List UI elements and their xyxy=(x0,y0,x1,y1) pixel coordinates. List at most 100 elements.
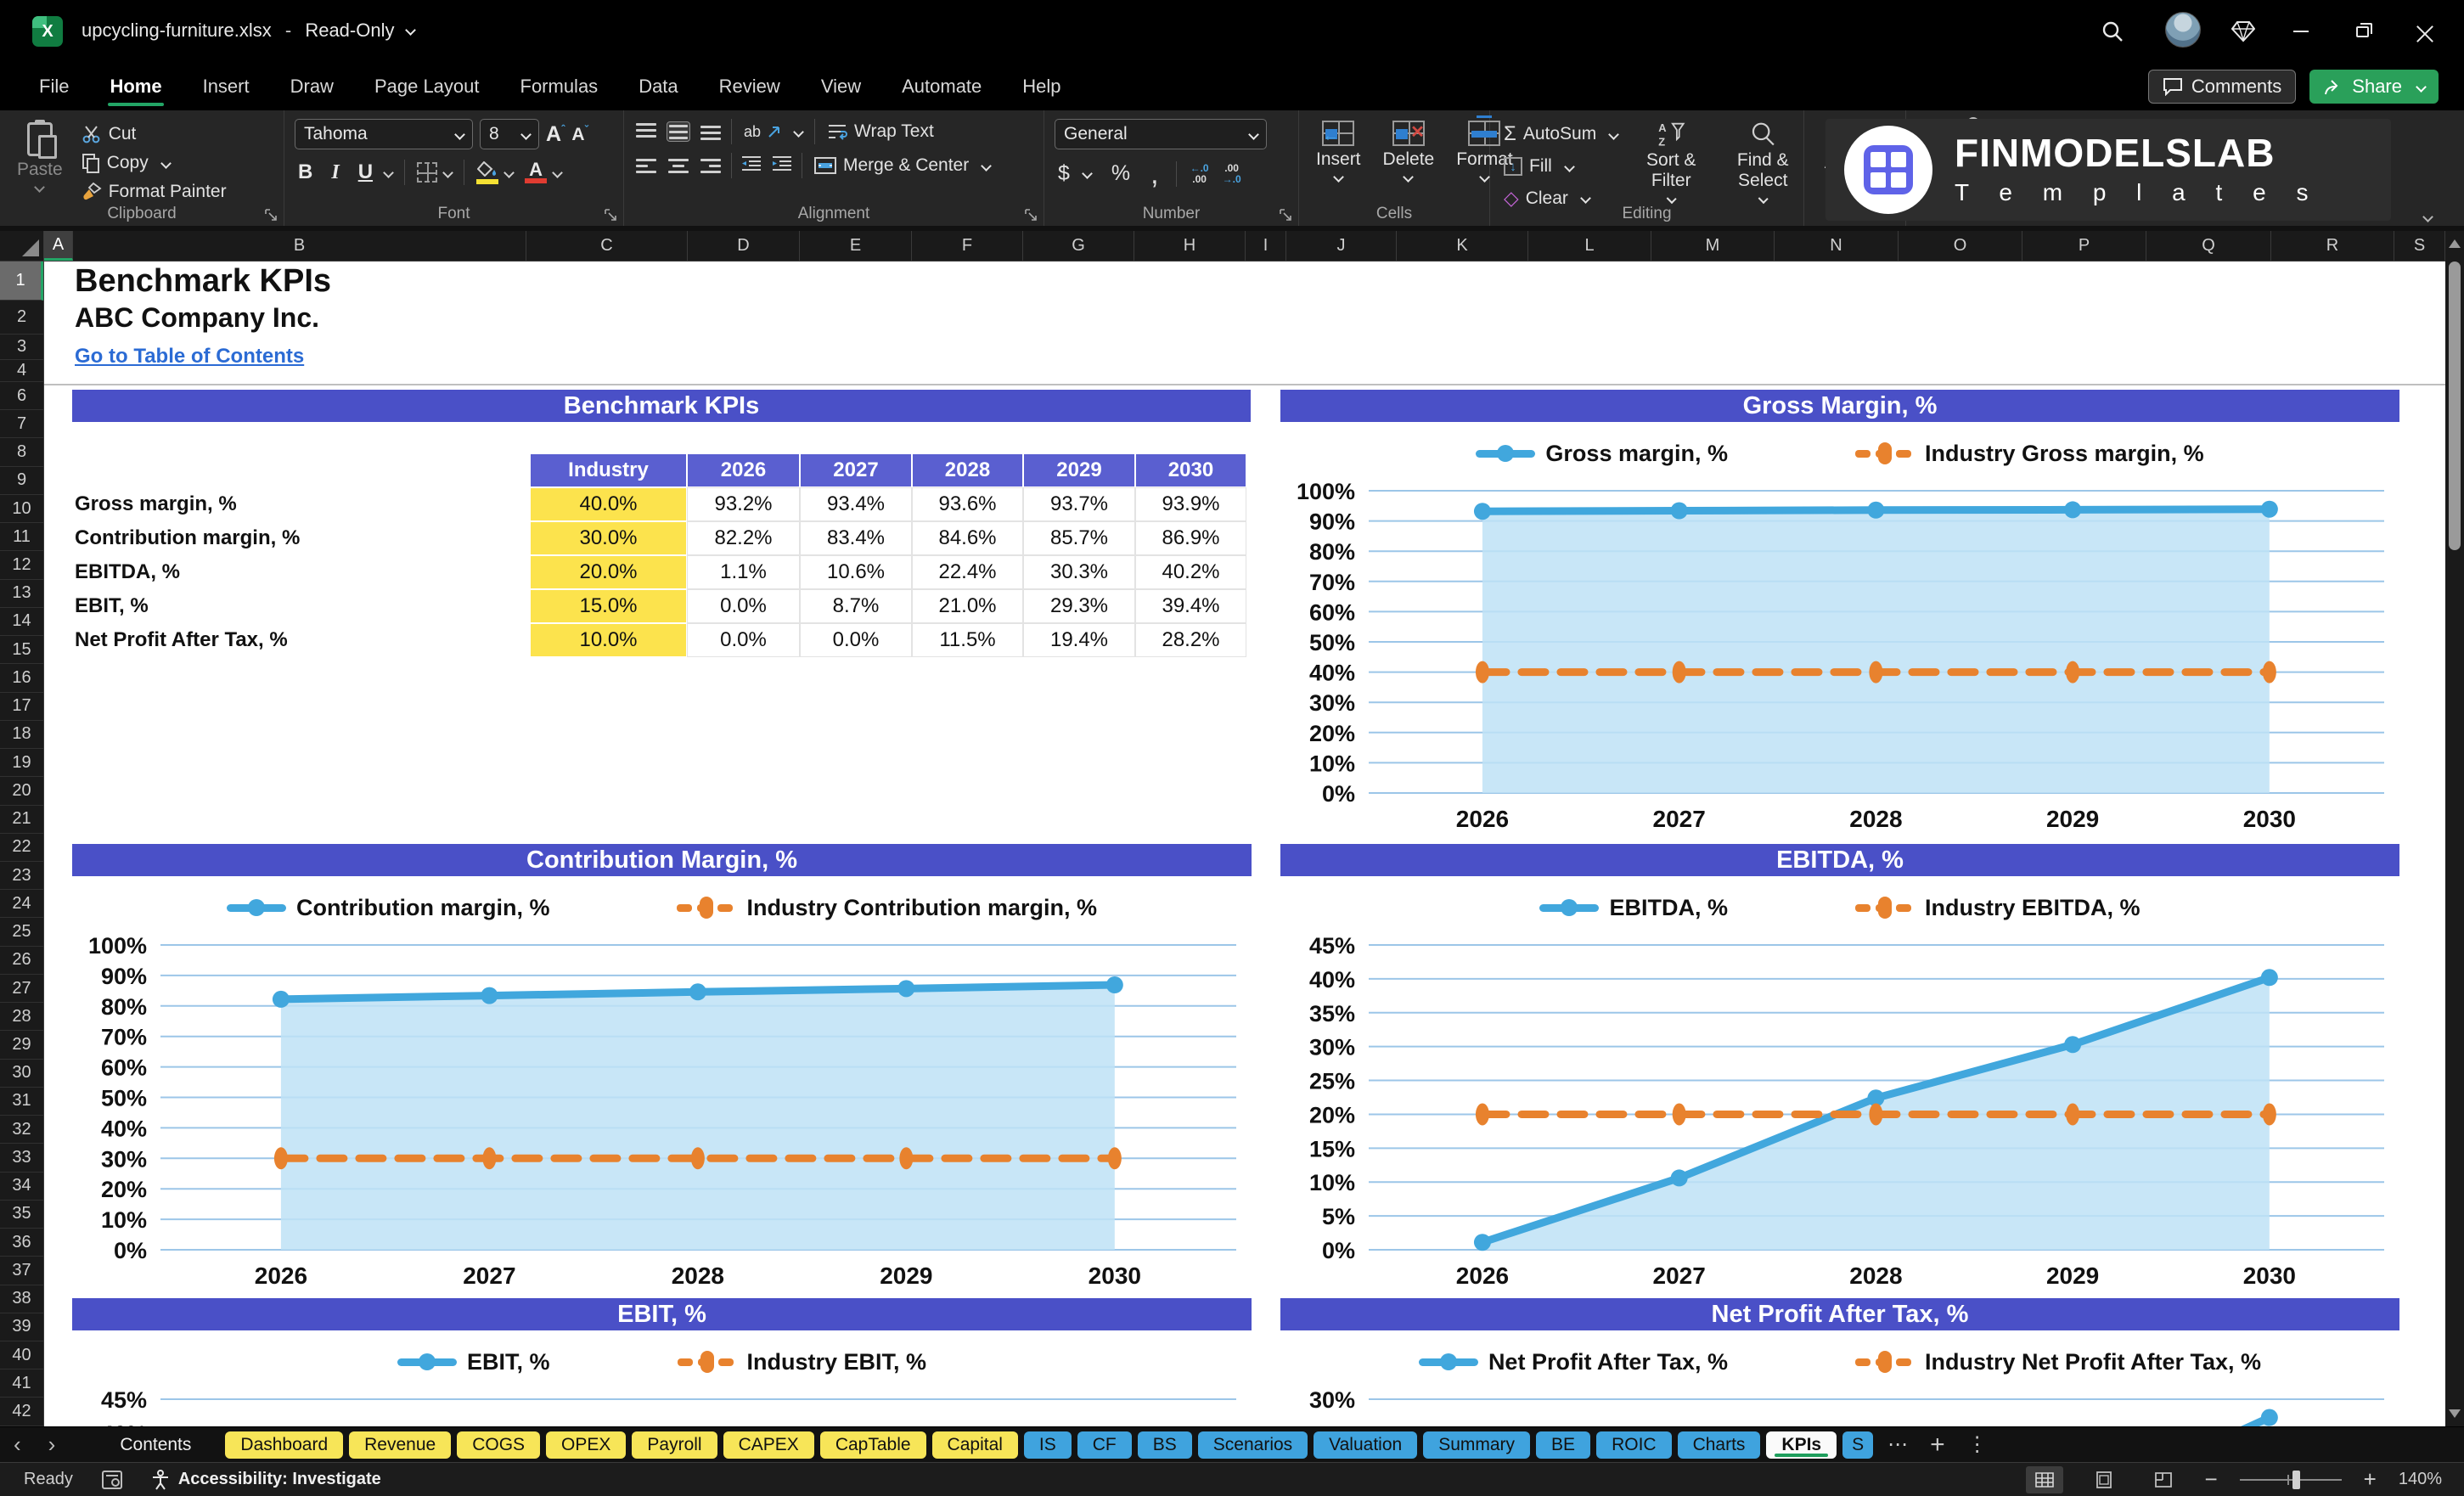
row-header-25[interactable]: 25 xyxy=(0,918,43,947)
next-sheet-icon[interactable]: › xyxy=(48,1431,56,1457)
row-header-36[interactable]: 36 xyxy=(0,1229,43,1257)
align-top-button[interactable] xyxy=(634,121,658,142)
row-header-4[interactable]: 4 xyxy=(0,360,43,382)
comma-style-button[interactable]: , xyxy=(1150,157,1159,190)
accounting-format-button[interactable]: $ xyxy=(1055,160,1094,188)
grow-font-button[interactable]: Aˆ xyxy=(546,121,565,146)
underline-button[interactable]: U xyxy=(357,160,374,183)
value-cell[interactable]: 21.0% xyxy=(912,589,1023,623)
font-family-select[interactable]: Tahoma xyxy=(295,119,473,149)
menu-tab-home[interactable]: Home xyxy=(108,69,164,106)
align-right-button[interactable] xyxy=(699,155,723,176)
row-header-13[interactable]: 13 xyxy=(0,580,43,608)
read-only-badge[interactable]: Read-Only xyxy=(305,20,395,41)
format-painter-button[interactable]: Format Painter xyxy=(78,180,230,204)
row-header-9[interactable]: 9 xyxy=(0,467,43,495)
sheet-tab-capital[interactable]: Capital xyxy=(931,1431,1018,1459)
menu-tab-view[interactable]: View xyxy=(820,76,862,97)
italic-button[interactable]: I xyxy=(331,160,340,183)
sheet-tab-cogs[interactable]: COGS xyxy=(457,1431,541,1459)
fill-button[interactable]: ↓ Fill xyxy=(1500,155,1621,178)
align-left-button[interactable] xyxy=(634,155,658,176)
row-header-26[interactable]: 26 xyxy=(0,947,43,975)
chevron-down-icon[interactable] xyxy=(383,166,394,178)
value-cell[interactable]: 93.4% xyxy=(800,487,912,521)
borders-button[interactable] xyxy=(417,162,438,183)
value-cell[interactable]: 28.2% xyxy=(1135,623,1246,657)
row-header-1[interactable]: 1 xyxy=(0,262,43,301)
insert-cells-button[interactable]: ← Insert xyxy=(1309,119,1368,204)
wrap-text-button[interactable]: Wrap Text xyxy=(824,120,937,143)
sheet-tab-s[interactable]: S xyxy=(1842,1431,1874,1459)
row-header-15[interactable]: 15 xyxy=(0,636,43,665)
value-cell[interactable]: 83.4% xyxy=(800,521,912,555)
industry-value-cell[interactable]: 15.0% xyxy=(530,589,687,623)
page-break-view-button[interactable] xyxy=(2145,1466,2182,1493)
dialog-launcher-icon[interactable] xyxy=(265,209,278,222)
menu-tab-page-layout[interactable]: Page Layout xyxy=(374,76,480,97)
premium-diamond-icon[interactable] xyxy=(2225,15,2262,48)
select-all-corner[interactable] xyxy=(0,231,44,261)
industry-value-cell[interactable]: 20.0% xyxy=(530,555,687,589)
row-headers[interactable]: 1 2 3 4 6 7 8 9 10 11 12 13 14 15 16 17 18 19 20 21 22 23 24 25… xyxy=(0,262,44,1426)
row-header-3[interactable]: 3 xyxy=(0,335,43,360)
value-cell[interactable]: 82.2% xyxy=(687,521,800,555)
column-header-J[interactable]: J xyxy=(1286,231,1397,261)
dialog-launcher-icon[interactable] xyxy=(1280,209,1293,222)
row-header-6[interactable]: 6 xyxy=(0,382,43,411)
sheet-tab-contents[interactable]: Contents xyxy=(120,1434,192,1454)
row-header-24[interactable]: 24 xyxy=(0,890,43,919)
row-header-34[interactable]: 34 xyxy=(0,1173,43,1201)
sheet-tab-revenue[interactable]: Revenue xyxy=(349,1431,452,1459)
dialog-launcher-icon[interactable] xyxy=(605,209,618,222)
scroll-down-icon[interactable] xyxy=(2449,1409,2461,1418)
menu-tab-file[interactable]: File xyxy=(39,76,70,97)
share-button[interactable]: Share xyxy=(2309,70,2439,104)
industry-value-cell[interactable]: 10.0% xyxy=(530,623,687,657)
menu-tab-insert[interactable]: Insert xyxy=(202,76,250,97)
more-sheets-button[interactable]: ⋯ xyxy=(1887,1433,1909,1456)
column-header-B[interactable]: B xyxy=(73,231,526,261)
value-cell[interactable]: 0.0% xyxy=(687,623,800,657)
search-icon[interactable] xyxy=(2094,15,2131,48)
menu-tab-help[interactable]: Help xyxy=(1022,76,1061,97)
column-header-R[interactable]: R xyxy=(2271,231,2394,261)
sheet-menu-button[interactable]: ⋮ xyxy=(1966,1433,1988,1456)
chevron-down-icon[interactable] xyxy=(404,25,416,36)
column-header-I[interactable]: I xyxy=(1246,231,1286,261)
column-header-K[interactable]: K xyxy=(1397,231,1528,261)
row-header-41[interactable]: 41 xyxy=(0,1369,43,1398)
value-cell[interactable]: 0.0% xyxy=(687,589,800,623)
column-header-P[interactable]: P xyxy=(2022,231,2146,261)
row-header-7[interactable]: 7 xyxy=(0,410,43,439)
sheet-tab-cf[interactable]: CF xyxy=(1077,1431,1132,1459)
page-layout-view-button[interactable] xyxy=(2085,1466,2123,1493)
font-color-button[interactable]: A xyxy=(525,160,548,183)
accessibility-status[interactable]: Accessibility: Investigate xyxy=(151,1469,381,1490)
column-header-S[interactable]: S xyxy=(2394,231,2445,261)
row-header-2[interactable]: 2 xyxy=(0,301,43,335)
value-cell[interactable]: 93.9% xyxy=(1135,487,1246,521)
value-cell[interactable]: 29.3% xyxy=(1023,589,1135,623)
sheet-tab-is[interactable]: IS xyxy=(1023,1431,1072,1459)
row-header-38[interactable]: 38 xyxy=(0,1285,43,1313)
orientation-button[interactable]: ab xyxy=(740,121,806,143)
chevron-down-icon[interactable] xyxy=(503,166,515,178)
decrease-decimal-button[interactable]: .00 →.0 xyxy=(1222,161,1241,185)
value-cell[interactable]: 30.3% xyxy=(1023,555,1135,589)
sheet-tab-roic[interactable]: ROIC xyxy=(1596,1431,1672,1459)
row-header-29[interactable]: 29 xyxy=(0,1031,43,1060)
scroll-up-icon[interactable] xyxy=(2449,239,2461,248)
row-header-37[interactable]: 37 xyxy=(0,1257,43,1285)
row-header-40[interactable]: 40 xyxy=(0,1341,43,1370)
autosum-button[interactable]: Σ AutoSum xyxy=(1500,121,1621,148)
clear-button[interactable]: ◇ Clear xyxy=(1500,185,1621,211)
fill-color-button[interactable] xyxy=(476,160,499,184)
row-header-32[interactable]: 32 xyxy=(0,1116,43,1144)
row-header-22[interactable]: 22 xyxy=(0,834,43,862)
chevron-down-icon[interactable] xyxy=(442,166,453,178)
font-size-select[interactable]: 8 xyxy=(480,119,539,149)
row-header-11[interactable]: 11 xyxy=(0,523,43,552)
